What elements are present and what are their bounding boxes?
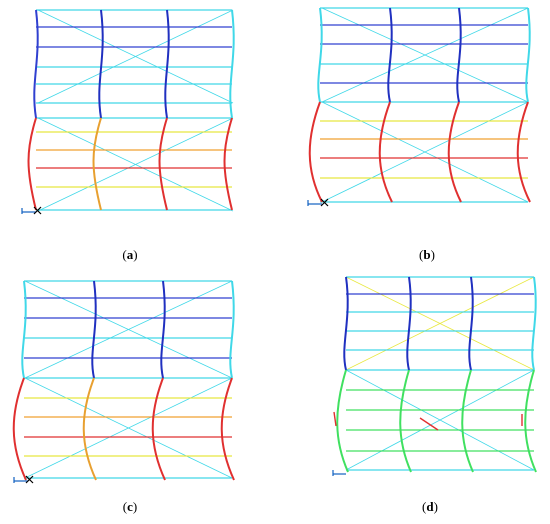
panel-b: (b) — [307, 7, 531, 262]
panel-c: (c) — [12, 280, 235, 514]
panel-a: (a) — [21, 9, 235, 262]
frame-c-bracing — [24, 280, 233, 479]
caption-c: (c) — [123, 499, 137, 514]
frame-d-beams — [346, 276, 534, 471]
axis-triad-d — [332, 470, 346, 476]
axis-triad-a — [21, 206, 42, 215]
panel-d: (d) — [332, 276, 537, 514]
frame-b-beams — [320, 7, 528, 203]
caption-b: (b) — [419, 247, 435, 262]
frame-b-columns — [308, 7, 531, 203]
frame-d-bracing — [345, 276, 535, 471]
frame-c-beams — [24, 280, 232, 479]
frame-a-columns — [27, 9, 235, 211]
caption-d: (d) — [422, 499, 438, 514]
frame-b-bracing — [321, 7, 529, 203]
frame-d-highlights — [333, 411, 523, 431]
frame-d-columns — [336, 276, 537, 473]
axis-triad-b — [307, 198, 329, 207]
frame-a-beams — [36, 9, 232, 211]
frame-a-bracing — [37, 9, 234, 212]
caption-a: (a) — [122, 247, 137, 262]
axis-triad-c — [13, 475, 34, 484]
frame-c-columns — [12, 280, 235, 481]
